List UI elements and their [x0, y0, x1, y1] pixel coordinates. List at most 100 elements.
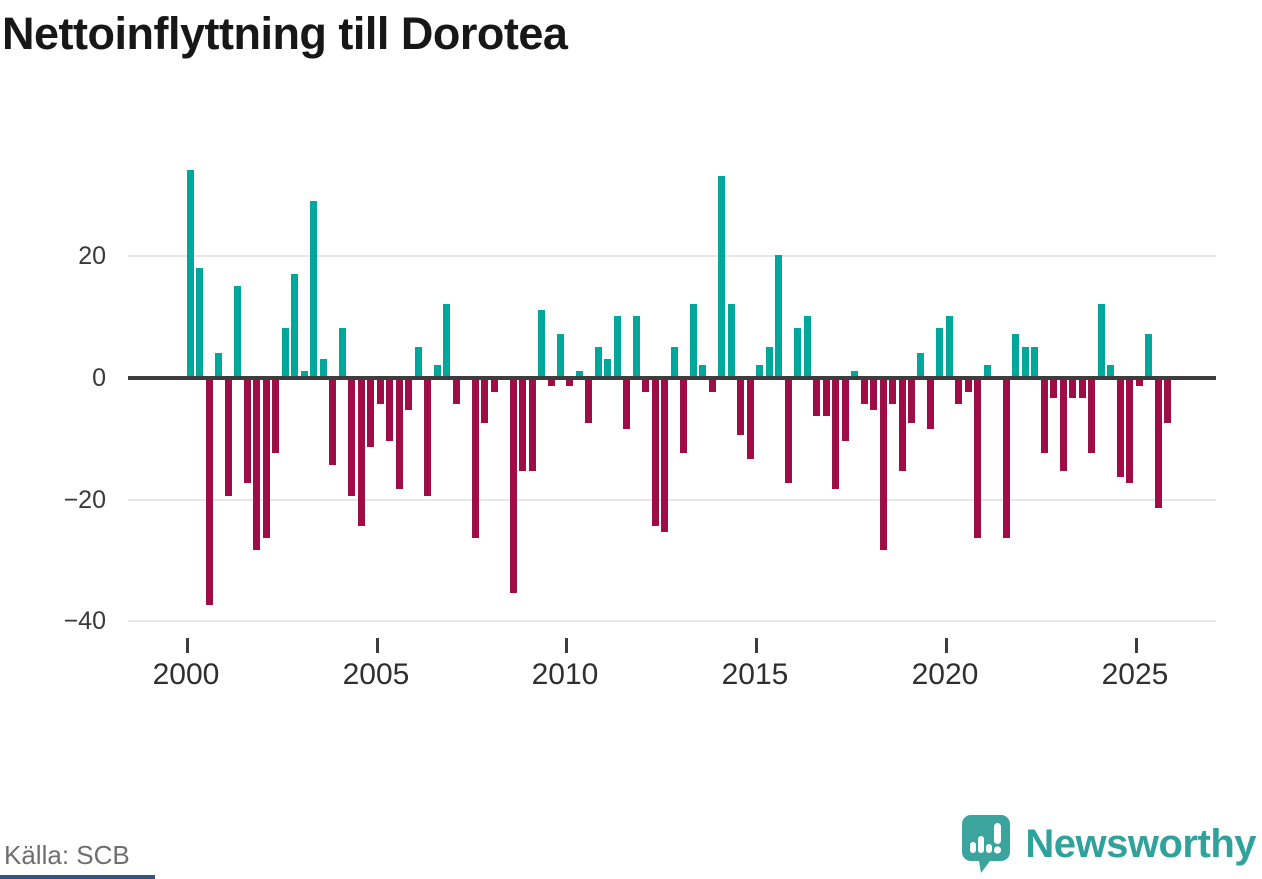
bar-2005-q2 [386, 380, 393, 441]
bar-2009-q4 [557, 334, 564, 377]
bar-2018-q1 [870, 380, 877, 410]
bar-2016-q2 [804, 316, 811, 377]
bar-2022-q2 [1031, 347, 1038, 377]
bar-2022-q3 [1041, 380, 1048, 453]
bar-2013-q1 [680, 380, 687, 453]
bar-2025-q1 [1136, 380, 1143, 386]
x-axis-label-2000: 2000 [152, 658, 220, 691]
bar-2005-q1 [377, 380, 384, 404]
bar-2022-q1 [1022, 347, 1029, 377]
newsworthy-logo: Newsworthy [961, 814, 1256, 874]
bar-2007-q4 [481, 380, 488, 423]
bar-2009-q2 [538, 310, 545, 377]
x-axis-tick-2020 [945, 638, 948, 653]
bar-2020-q3 [965, 380, 972, 392]
bar-2004-q4 [367, 380, 374, 447]
bar-2025-q2 [1145, 334, 1152, 377]
bar-2012-q2 [652, 380, 659, 526]
bar-2002-q3 [282, 328, 289, 377]
bar-2004-q1 [339, 328, 346, 377]
bar-2002-q2 [272, 380, 279, 453]
bar-2011-q3 [623, 380, 630, 429]
y-axis-label-0: 0 [92, 364, 106, 392]
bar-2003-q3 [320, 359, 327, 377]
newsworthy-logo-text: Newsworthy [1025, 822, 1256, 866]
x-axis-tick-2010 [565, 638, 568, 653]
bar-2007-q1 [453, 380, 460, 404]
bar-2015-q1 [756, 365, 763, 377]
bar-2024-q3 [1117, 380, 1124, 477]
footer-accent-strip [0, 875, 155, 879]
bar-2020-q1 [946, 316, 953, 377]
bar-2019-q3 [927, 380, 934, 429]
bar-2000-q1 [187, 170, 194, 377]
bar-2006-q3 [434, 365, 441, 377]
bar-2003-q1 [301, 371, 308, 377]
bar-2017-q3 [851, 371, 858, 377]
bar-2010-q4 [595, 347, 602, 377]
bar-2002-q4 [291, 274, 298, 377]
bar-2015-q3 [775, 255, 782, 377]
bar-2014-q1 [718, 176, 725, 377]
x-axis-label-2015: 2015 [721, 658, 789, 691]
bar-2021-q4 [1012, 334, 1019, 377]
bar-2001-q4 [253, 380, 260, 550]
bar-2011-q4 [633, 316, 640, 377]
bar-2007-q3 [472, 380, 479, 538]
bar-2004-q2 [348, 380, 355, 496]
bar-2011-q2 [614, 316, 621, 377]
source-attribution: Källa: SCB [4, 840, 130, 870]
x-axis-label-2005: 2005 [342, 658, 410, 691]
bar-2021-q3 [1003, 380, 1010, 538]
x-axis-tick-2025 [1135, 638, 1138, 653]
bar-2001-q3 [244, 380, 251, 483]
y-axis-label-20: 20 [78, 242, 106, 271]
bar-2006-q1 [415, 347, 422, 377]
y-axis-label--40: −40 [63, 607, 106, 636]
bar-2017-q2 [842, 380, 849, 441]
bar-2012-q3 [661, 380, 668, 532]
bar-2004-q3 [358, 380, 365, 526]
bar-2010-q1 [566, 380, 573, 386]
x-axis-zero-line [128, 376, 1216, 380]
x-axis-tick-2015 [755, 638, 758, 653]
bar-2019-q4 [936, 328, 943, 377]
bar-2021-q1 [984, 365, 991, 377]
x-axis-label-2020: 2020 [911, 658, 979, 691]
bar-2013-q2 [690, 304, 697, 377]
bar-2017-q1 [832, 380, 839, 489]
bar-2003-q2 [310, 201, 317, 377]
bar-2015-q2 [766, 347, 773, 377]
bar-2017-q4 [861, 380, 868, 404]
bar-2016-q3 [813, 380, 820, 416]
bar-2008-q1 [491, 380, 498, 392]
x-axis-tick-2005 [376, 638, 379, 653]
bar-2023-q2 [1069, 380, 1076, 398]
bar-2013-q4 [709, 380, 716, 392]
bar-2025-q4 [1164, 380, 1171, 423]
bar-2002-q1 [263, 380, 270, 538]
y-axis-label--20: −20 [63, 485, 106, 514]
bar-2011-q1 [604, 359, 611, 377]
bar-2000-q3 [206, 380, 213, 605]
bar-2022-q4 [1050, 380, 1057, 398]
bar-2010-q2 [576, 371, 583, 377]
bar-2020-q4 [974, 380, 981, 538]
bar-2018-q3 [889, 380, 896, 404]
bar-2024-q2 [1107, 365, 1114, 377]
bar-2014-q2 [728, 304, 735, 377]
bar-2018-q2 [880, 380, 887, 550]
bar-2019-q2 [917, 353, 924, 377]
bar-2016-q1 [794, 328, 801, 377]
bar-2000-q2 [196, 268, 203, 377]
bar-2014-q4 [747, 380, 754, 459]
bar-2010-q3 [585, 380, 592, 423]
bar-2014-q3 [737, 380, 744, 435]
bar-2005-q4 [405, 380, 412, 410]
bar-2013-q3 [699, 365, 706, 377]
bar-2009-q1 [529, 380, 536, 471]
bar-2001-q2 [234, 286, 241, 377]
bar-2006-q2 [424, 380, 431, 496]
